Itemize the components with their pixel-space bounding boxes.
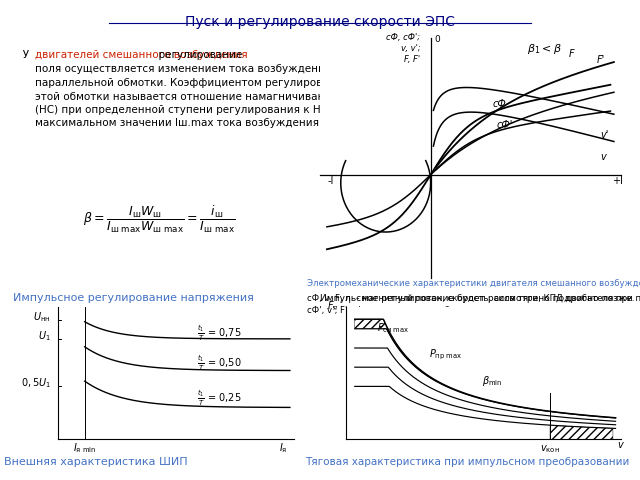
Text: $v_{\text{кон}}$: $v_{\text{кон}}$ bbox=[540, 443, 560, 455]
Text: $I_{\text{я min}}$: $I_{\text{я min}}$ bbox=[73, 441, 97, 455]
Text: $\frac{t_1}{T}$ = 0,75: $\frac{t_1}{T}$ = 0,75 bbox=[197, 324, 242, 344]
Text: Электромеханические характеристики двигателя смешанного возбуждения: Электромеханические характеристики двига… bbox=[307, 279, 640, 288]
Text: F, F': F, F' bbox=[404, 55, 420, 63]
Text: $\frac{t_1}{T}$ = 0,50: $\frac{t_1}{T}$ = 0,50 bbox=[197, 354, 242, 373]
Text: $U_{\text{нн}}$: $U_{\text{нн}}$ bbox=[33, 311, 51, 324]
Text: $F_я$: $F_я$ bbox=[327, 300, 338, 313]
Text: Внешняя характеристика ШИП: Внешняя характеристика ШИП bbox=[4, 457, 188, 467]
Text: v, v';: v, v'; bbox=[401, 44, 420, 53]
Text: Тяговая характеристика при импульсном преобразовании: Тяговая характеристика при импульсном пр… bbox=[305, 457, 629, 467]
Text: $\beta_{\text{min}}$: $\beta_{\text{min}}$ bbox=[482, 374, 502, 388]
Text: $F_{\text{си max}}$: $F_{\text{си max}}$ bbox=[377, 321, 410, 335]
Text: $\beta = \dfrac{I_{\text{ш}}W_{\text{ш}}}{I_{\text{ш max}}W_{\text{ш max}}} = \d: $\beta = \dfrac{I_{\text{ш}}W_{\text{ш}}… bbox=[83, 204, 236, 235]
Text: двигателей смешанного возбуждения: двигателей смешанного возбуждения bbox=[35, 50, 248, 60]
Text: $P_{\text{пр max}}$: $P_{\text{пр max}}$ bbox=[429, 348, 463, 362]
Text: +I: +I bbox=[612, 176, 623, 186]
Text: $I_{\text{я}}$: $I_{\text{я}}$ bbox=[279, 441, 287, 455]
Text: v: v bbox=[600, 152, 606, 162]
Text: cФ': cФ' bbox=[497, 120, 513, 131]
Text: -I: -I bbox=[327, 176, 333, 186]
Text: F': F' bbox=[596, 55, 605, 65]
Text: Пуск и регулирование скорости ЭПС: Пуск и регулирование скорости ЭПС bbox=[185, 15, 455, 29]
Text: $U_1$: $U_1$ bbox=[38, 329, 51, 343]
Text: $v$: $v$ bbox=[617, 440, 625, 450]
Text: cФ, cФ';: cФ, cФ'; bbox=[386, 33, 420, 42]
Text: регулирование
поля осуществляется изменением тока возбуждения  Iш
параллельной о: регулирование поля осуществляется измене… bbox=[35, 50, 380, 128]
Text: 0: 0 bbox=[435, 36, 440, 45]
Text: F: F bbox=[569, 49, 575, 60]
Text: $0,5U_1$: $0,5U_1$ bbox=[20, 376, 51, 390]
Text: v': v' bbox=[600, 130, 609, 140]
Text: $\beta_1 < \beta$: $\beta_1 < \beta$ bbox=[527, 42, 563, 56]
Text: Импульсное регулирование будет рассмотрено подробно позже.: Импульсное регулирование будет рассмотре… bbox=[320, 294, 634, 303]
Text: Импульсное регулирование напряжения: Импульсное регулирование напряжения bbox=[13, 293, 253, 303]
Text: cФ', v', F', η'  - то же, при ослабленном поле: cФ', v', F', η' - то же, при ослабленном… bbox=[307, 306, 508, 315]
Text: У: У bbox=[13, 50, 32, 60]
Text: cФ: cФ bbox=[493, 98, 507, 108]
Text: cФ, v, F, η  - магнитный поток, скорость, сила тяги, КПД двигателя при полном по: cФ, v, F, η - магнитный поток, скорость,… bbox=[307, 294, 640, 303]
Text: $\frac{t_1}{T}$ = 0,25: $\frac{t_1}{T}$ = 0,25 bbox=[197, 388, 242, 408]
